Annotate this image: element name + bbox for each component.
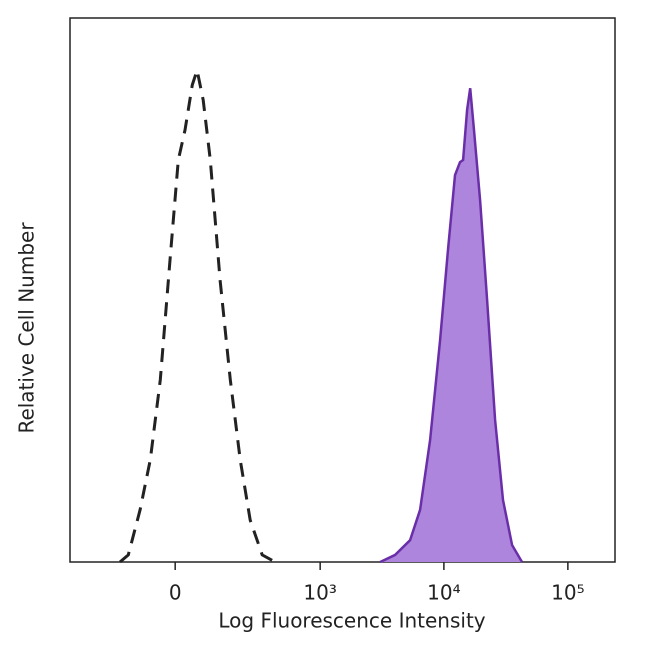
x-tick-label: 0	[169, 581, 182, 605]
plot-frame	[69, 17, 616, 563]
y-axis-label: Relative Cell Number	[15, 222, 39, 434]
x-tick-label: 10³	[303, 581, 336, 605]
x-axis-label: Log Fluorescence Intensity	[218, 609, 485, 633]
x-tick-label: 10⁴	[427, 581, 460, 605]
plot-area: 0 10³ 10⁴ 10⁵	[119, 64, 585, 605]
x-tick-label: 10⁵	[551, 581, 584, 605]
histogram-area	[379, 88, 524, 564]
histogram-line	[119, 64, 276, 564]
